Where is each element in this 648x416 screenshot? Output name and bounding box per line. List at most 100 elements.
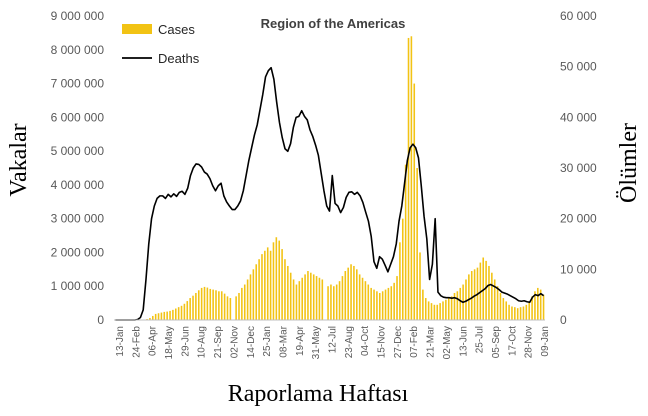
cases-bar <box>433 304 436 320</box>
cases-bar <box>387 287 390 320</box>
cases-bar <box>502 298 505 320</box>
x-tick-label: 24-Feb <box>131 326 142 358</box>
cases-bar <box>407 37 410 321</box>
right-y-ticks: 0 10 000 20 000 30 000 40 000 50 000 60 000 <box>560 9 597 327</box>
cases-bar <box>160 312 163 320</box>
cases-bar <box>298 281 301 320</box>
cases-bar <box>347 267 349 320</box>
cases-bar <box>215 290 217 320</box>
cases-bar <box>220 291 223 320</box>
cases-bar <box>174 308 177 320</box>
cases-bar <box>424 298 427 320</box>
cases-bar <box>528 301 530 320</box>
x-tick-label: 02-Nov <box>229 326 240 358</box>
cases-bar <box>468 274 470 320</box>
y-right-tick-label: 60 000 <box>560 9 597 23</box>
cases-bar <box>310 272 312 320</box>
cases-bar <box>209 288 212 320</box>
y-left-tick-label: 4 000 000 <box>51 178 105 192</box>
x-tick-label: 29-Jun <box>180 326 191 357</box>
cases-bar <box>511 306 513 320</box>
cases-bar <box>203 286 206 320</box>
cases-bar <box>157 313 160 320</box>
cases-bar <box>295 284 298 320</box>
cases-bar <box>223 293 226 320</box>
cases-bar <box>238 292 240 320</box>
cases-bar <box>393 282 395 320</box>
cases-bar <box>442 301 444 320</box>
x-tick-label: 28-Nov <box>524 326 535 358</box>
cases-bar <box>390 286 393 320</box>
x-tick-label: 19-Apr <box>295 325 306 356</box>
cases-bar <box>195 292 197 320</box>
cases-bar <box>318 277 321 320</box>
y-left-tick-label: 0 <box>97 313 104 327</box>
cases-bar <box>416 168 418 320</box>
x-tick-label: 23-Aug <box>344 326 355 358</box>
x-tick-label: 13-Jan <box>115 326 126 357</box>
cases-bar <box>341 276 344 320</box>
cases-bar <box>312 274 315 320</box>
cases-bar <box>169 310 171 320</box>
y-left-tick-label: 9 000 000 <box>51 9 105 23</box>
cases-bar <box>496 286 499 320</box>
cases-bar <box>166 311 168 320</box>
chart-title: Region of the Americas <box>261 16 406 31</box>
y-left-tick-label: 3 000 000 <box>51 212 105 226</box>
cases-bar <box>281 249 283 320</box>
cases-bar <box>422 289 424 320</box>
x-tick-label: 13-Jun <box>458 326 469 357</box>
cases-bar <box>396 276 398 320</box>
cases-bar <box>399 242 401 320</box>
cases-bar <box>525 304 528 320</box>
cases-bar <box>229 298 232 320</box>
cases-bar <box>410 36 413 321</box>
cases-bar <box>485 260 487 320</box>
cases-bar <box>482 257 485 320</box>
x-ticks: 13-Jan 24-Feb 06-Apr 18-May 29-Jun 10-Aug 21-S… <box>115 325 551 359</box>
cases-bars <box>137 36 545 321</box>
legend-deaths-label: Deaths <box>158 51 200 66</box>
cases-bar <box>516 308 519 320</box>
cases-bar <box>473 269 476 320</box>
cases-bar <box>264 250 266 320</box>
cases-bar <box>284 259 286 320</box>
cases-bar <box>508 304 510 320</box>
cases-bar <box>301 277 303 320</box>
cases-bar <box>226 296 229 320</box>
cases-bar <box>212 289 214 320</box>
cases-bar <box>542 294 545 320</box>
cases-bar <box>401 218 404 320</box>
cases-bar <box>356 269 358 320</box>
cases-bar <box>186 301 189 320</box>
x-tick-label: 25-Jan <box>262 326 273 357</box>
cases-bar <box>413 83 416 320</box>
x-tick-label: 25-Jul <box>475 326 486 353</box>
cases-bar <box>330 284 332 320</box>
cases-bar <box>269 250 272 320</box>
cases-bar <box>278 240 281 320</box>
cases-bar <box>358 274 361 320</box>
cases-bar <box>370 287 372 320</box>
cases-bar <box>172 309 174 320</box>
cases-bar <box>252 269 255 320</box>
cases-bar <box>304 274 306 320</box>
cases-bar <box>192 295 194 320</box>
cases-bar <box>531 296 533 320</box>
cases-bar <box>249 274 252 320</box>
cases-bar <box>180 305 183 320</box>
x-tick-label: 04-Oct <box>360 326 371 356</box>
cases-bar <box>189 298 191 320</box>
cases-bar <box>261 254 263 320</box>
cases-bar <box>321 279 324 320</box>
y-left-tick-label: 8 000 000 <box>51 43 105 57</box>
x-tick-label: 05-Sep <box>491 326 502 359</box>
cases-bar <box>445 299 447 320</box>
x-tick-label: 31-May <box>311 326 322 359</box>
cases-bar <box>292 279 295 320</box>
cases-bar <box>404 164 407 320</box>
x-tick-label: 02-May <box>442 326 453 359</box>
y-right-tick-label: 40 000 <box>560 110 597 124</box>
cases-bar <box>275 237 278 320</box>
